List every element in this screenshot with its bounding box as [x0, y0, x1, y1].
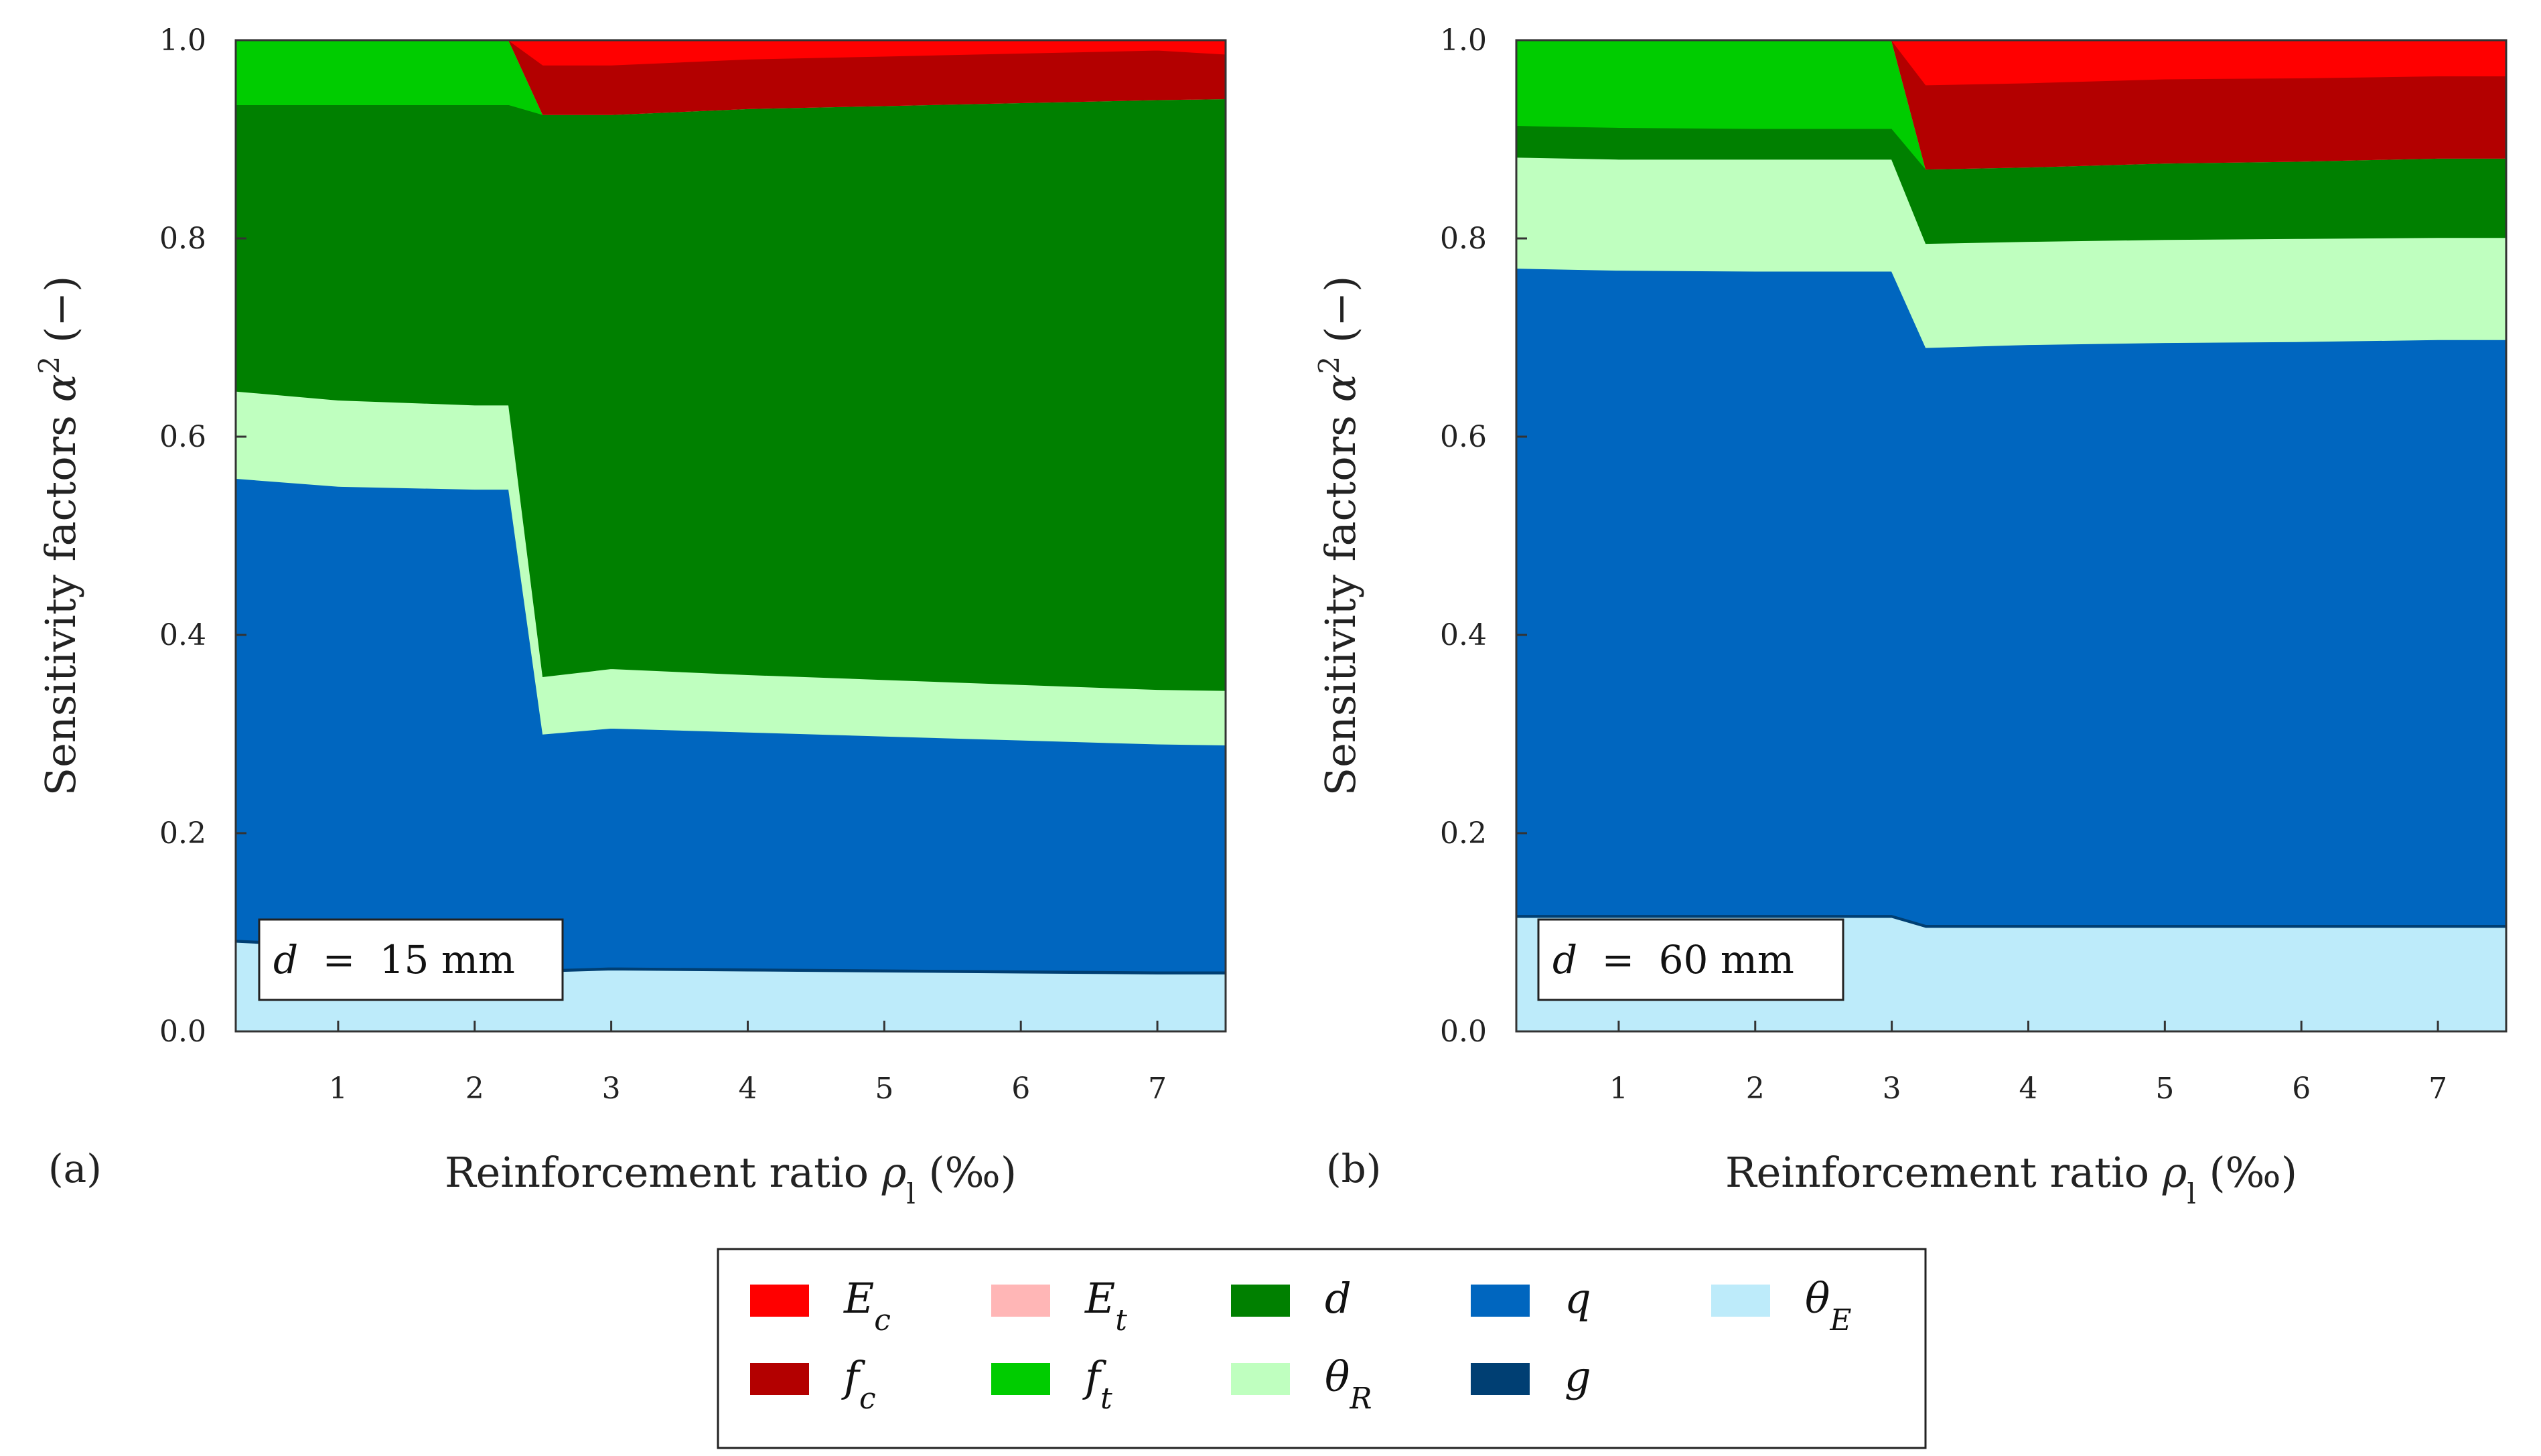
y-label-symbol-a: α — [36, 374, 85, 402]
x-label-unit-a: (‰) — [916, 1148, 1017, 1197]
annotation-eq-b: = — [1602, 937, 1635, 982]
annotation-lhs-b: d — [1552, 937, 1577, 982]
y-label-symbol-b: α — [1316, 374, 1365, 402]
legend-label-thetaR: θR — [1325, 1352, 1372, 1416]
x-tick-label: 1 — [329, 1072, 348, 1106]
legend-item-Et: Et — [991, 1274, 1127, 1337]
legend-label-q: q — [1565, 1274, 1591, 1323]
x-label-sub-b: l — [2187, 1177, 2195, 1210]
x-label-main-b: Reinforcement ratio — [1725, 1148, 2163, 1197]
y-tick-label: 0.2 — [159, 816, 206, 851]
y-axis-ticks-a: 0.0 0.2 0.4 0.6 0.8 1.0 — [159, 23, 246, 1049]
panel-label-b: (b) — [1326, 1146, 1381, 1191]
y-tick-label: 0.4 — [159, 618, 206, 652]
x-tick-label: 3 — [1883, 1072, 1901, 1106]
y-label-unit-b: (−) — [1316, 276, 1365, 356]
legend-item-Ec: Ec — [750, 1274, 891, 1337]
x-label-sub-a: l — [906, 1177, 915, 1210]
y-tick-label: 0.6 — [1440, 420, 1487, 454]
y-tick-label: 0.4 — [1440, 618, 1487, 652]
legend-label-fc: fc — [841, 1352, 876, 1416]
legend-item-thetaE: θE — [1711, 1274, 1851, 1337]
y-tick-label: 1.0 — [159, 23, 206, 58]
panel-label-a: (a) — [48, 1146, 102, 1191]
y-tick-label: 0.6 — [159, 420, 206, 454]
legend-item-d: d — [1231, 1274, 1352, 1323]
stacked-areas-b — [1516, 40, 2507, 1032]
plot-frame-b — [1515, 39, 2508, 1033]
legend-item-g: g — [1471, 1352, 1591, 1401]
chart-panel-b: 0.0 0.2 0.4 0.6 0.8 1.0 1 2 3 4 5 6 7 d = 60 mm Sen… — [1313, 23, 2508, 1210]
legend-swatch-fc — [750, 1363, 809, 1395]
y-tick-label: 0.2 — [1440, 816, 1487, 851]
y-axis-ticks-b: 0.0 0.2 0.4 0.6 0.8 1.0 — [1440, 23, 1527, 1049]
annotation-box-a — [258, 918, 564, 1001]
y-label-main-a: Sensitivity factors — [36, 402, 85, 796]
legend-swatch-q — [1471, 1285, 1530, 1317]
annotation-value-a: 15 mm — [380, 937, 515, 982]
annotation-box-b — [1537, 918, 1844, 1001]
legend-swatch-thetaR — [1231, 1363, 1290, 1395]
legend-swatch-Ec — [750, 1285, 809, 1317]
x-axis-ticks-b: 1 2 3 4 5 6 7 — [1609, 1021, 2447, 1106]
y-tick-label: 0.8 — [159, 222, 206, 256]
x-tick-label: 2 — [1746, 1072, 1765, 1106]
x-tick-label: 4 — [738, 1072, 757, 1106]
legend-label-Et: Et — [1084, 1274, 1127, 1337]
legend-frame — [717, 1248, 1927, 1449]
legend-label-g: g — [1565, 1352, 1591, 1401]
x-tick-label: 1 — [1609, 1072, 1628, 1106]
y-label-main-b: Sensitivity factors — [1316, 402, 1365, 796]
x-axis-ticks-a: 1 2 3 4 5 6 7 — [329, 1021, 1167, 1106]
x-axis-label-b: Reinforcement ratio ρl (‰) — [1725, 1148, 2297, 1210]
legend-item-thetaR: θR — [1231, 1352, 1372, 1416]
x-tick-label: 5 — [2155, 1072, 2174, 1106]
x-tick-label: 3 — [602, 1072, 621, 1106]
chart-panel-a: 0.0 0.2 0.4 0.6 0.8 1.0 1 2 3 4 5 6 7 d = 15 mm Sen… — [33, 23, 1227, 1210]
annotation-value-b: 60 mm — [1659, 937, 1794, 982]
area-q-b — [1516, 267, 2507, 925]
legend-swatch-Et — [991, 1285, 1050, 1317]
x-label-main-a: Reinforcement ratio — [445, 1148, 882, 1197]
y-axis-label-a: Sensitivity factors α2 (−) — [33, 276, 86, 796]
x-label-symbol-a: ρ — [881, 1148, 906, 1197]
legend-item-q: q — [1471, 1274, 1591, 1323]
legend-label-Ec: Ec — [843, 1274, 891, 1337]
annotation-lhs-a: d — [273, 937, 298, 982]
x-axis-label-a: Reinforcement ratio ρl (‰) — [445, 1148, 1017, 1210]
stacked-areas-a — [235, 40, 1226, 1032]
y-label-exp-b: 2 — [1313, 356, 1346, 374]
y-tick-label: 0.8 — [1440, 222, 1487, 256]
legend-swatch-g — [1471, 1363, 1530, 1395]
legend-label-d: d — [1325, 1274, 1352, 1323]
x-tick-label: 7 — [2428, 1072, 2447, 1106]
x-tick-label: 4 — [2019, 1072, 2037, 1106]
y-label-unit-a: (−) — [36, 276, 85, 356]
x-label-symbol-b: ρ — [2162, 1148, 2187, 1197]
annotation-text-a: d = 15 mm — [273, 937, 515, 982]
x-tick-label: 2 — [465, 1072, 484, 1106]
y-tick-label: 0.0 — [159, 1015, 206, 1049]
y-tick-label: 1.0 — [1440, 23, 1487, 58]
legend-label-thetaE: θE — [1805, 1274, 1851, 1337]
plot-frame-a — [234, 39, 1227, 1033]
legend-swatch-ft — [991, 1363, 1050, 1395]
y-label-exp-a: 2 — [33, 356, 66, 374]
x-tick-label: 6 — [2292, 1072, 2311, 1106]
annotation-eq-a: = — [323, 937, 356, 982]
legend-item-fc: fc — [750, 1352, 876, 1416]
x-tick-label: 7 — [1148, 1072, 1167, 1106]
x-label-unit-b: (‰) — [2196, 1148, 2297, 1197]
x-tick-label: 6 — [1011, 1072, 1030, 1106]
annotation-text-b: d = 60 mm — [1552, 937, 1794, 982]
legend-swatch-d — [1231, 1285, 1290, 1317]
y-tick-label: 0.0 — [1440, 1015, 1487, 1049]
legend-swatch-thetaE — [1711, 1285, 1770, 1317]
x-tick-label: 5 — [875, 1072, 893, 1106]
y-axis-label-b: Sensitivity factors α2 (−) — [1313, 276, 1366, 796]
